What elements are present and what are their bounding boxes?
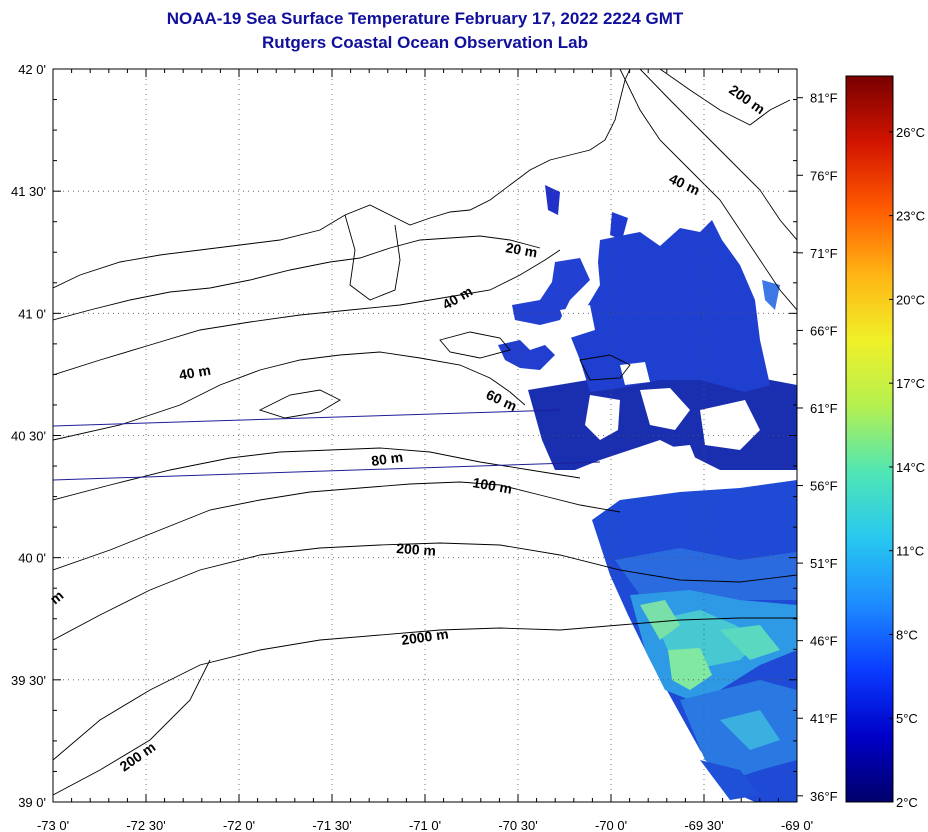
color-bar-gradient xyxy=(845,75,894,803)
colorbar-label-c: 11°C xyxy=(896,544,924,559)
colorbar-label-f: 71°F xyxy=(810,246,838,261)
map-subtitle: Rutgers Coastal Ocean Observation Lab xyxy=(262,33,588,52)
depth-label-40m-west: 40 m xyxy=(178,362,212,383)
contour-200m-south xyxy=(53,659,211,796)
lon-tick-label: -71 30' xyxy=(312,818,351,832)
island-marthas-vineyard xyxy=(439,331,511,359)
colorbar-label-f: 66°F xyxy=(810,323,838,338)
island-block xyxy=(258,389,341,419)
lat-tick-label: 40 30' xyxy=(11,429,46,444)
colorbar-label-c: 23°C xyxy=(896,209,925,224)
lon-tick-label: -72 0' xyxy=(223,818,255,832)
lon-tick-label: -70 30' xyxy=(498,818,537,832)
contour-40m xyxy=(53,249,561,376)
colorbar-label-c: 26°C xyxy=(896,125,925,140)
colorbar-label-c: 20°C xyxy=(896,292,925,307)
contour-80m xyxy=(53,447,581,501)
contour-100m xyxy=(53,481,621,571)
colorbar-label-c: 5°C xyxy=(896,711,918,726)
contour-20m xyxy=(53,235,541,321)
depth-label-2000m: 2000 m xyxy=(400,626,449,648)
lat-tick-label: 41 0' xyxy=(18,306,46,321)
lon-tick-label: -69 0' xyxy=(781,818,813,832)
lon-tick-label: -73 0' xyxy=(37,818,69,832)
map-frame xyxy=(52,68,798,803)
track-line-south xyxy=(52,461,601,481)
colorbar-label-c: 14°C xyxy=(896,460,925,475)
lat-tick-label: 39 30' xyxy=(11,673,46,688)
depth-label-200m: 200 m xyxy=(396,540,437,559)
lon-tick-label: -72 30' xyxy=(126,818,165,832)
island-nantucket xyxy=(579,354,631,381)
colorbar-label-c: 17°C xyxy=(896,376,925,391)
coastline-north xyxy=(53,69,631,289)
colorbar-label-f: 41°F xyxy=(810,711,838,726)
contour-60m xyxy=(53,351,526,441)
contour-2000m xyxy=(53,617,797,761)
graticule xyxy=(53,69,797,802)
longitude-labels: -73 0' -72 30' -72 0' -71 30' -71 0' -70 30' -… xyxy=(37,818,813,832)
contour-cape-200m xyxy=(639,69,797,241)
lat-tick-label: 41 30' xyxy=(11,184,46,199)
colorbar-label-c: 8°C xyxy=(896,627,918,642)
lat-tick-label: 42 0' xyxy=(18,62,46,77)
colorbar-label-f: 51°F xyxy=(810,556,838,571)
lat-tick-label: 40 0' xyxy=(18,551,46,566)
contour-cape-deep xyxy=(659,69,791,126)
colorbar-label-c: 2°C xyxy=(896,795,918,810)
celsius-labels: 26°C 23°C 20°C 17°C 14°C 11°C 8°C 5°C 2°C xyxy=(889,125,925,810)
colorbar-label-f: 36°F xyxy=(810,789,838,804)
narragansett-coast xyxy=(344,214,401,301)
lon-tick-label: -70 0' xyxy=(595,818,627,832)
colorbar-label-f: 81°F xyxy=(810,91,838,106)
contour-cape-40m xyxy=(619,69,797,311)
latitude-labels: 42 0' 41 30' 41 0' 40 30' 40 0' 39 30' 39 0' xyxy=(11,62,46,810)
colorbar-label-f: 56°F xyxy=(810,479,838,494)
colorbar-label-f: 61°F xyxy=(810,401,838,416)
color-bar: 26°C 23°C 20°C 17°C 14°C 11°C 8°C 5°C 2°C 81°F 76… xyxy=(797,75,925,810)
depth-label-20m: 20 m xyxy=(504,239,538,260)
colorbar-label-f: 46°F xyxy=(810,634,838,649)
lat-tick-label: 39 0' xyxy=(18,795,46,810)
contour-200m xyxy=(53,542,797,641)
lon-tick-label: -69 30' xyxy=(684,818,723,832)
track-line-north xyxy=(52,409,561,427)
colorbar-label-f: 76°F xyxy=(810,168,838,183)
depth-label-80m: 80 m xyxy=(370,449,404,469)
fahrenheit-labels: 81°F 76°F 71°F 66°F 61°F 56°F 51°F 46°F 41°F 36°F xyxy=(797,91,838,804)
sst-data-layer xyxy=(498,185,797,802)
map-title: NOAA-19 Sea Surface Temperature February… xyxy=(166,9,684,28)
lon-tick-label: -71 0' xyxy=(409,818,441,832)
depth-label-100m: 100 m xyxy=(471,474,513,497)
bathymetry-contours xyxy=(53,69,797,796)
